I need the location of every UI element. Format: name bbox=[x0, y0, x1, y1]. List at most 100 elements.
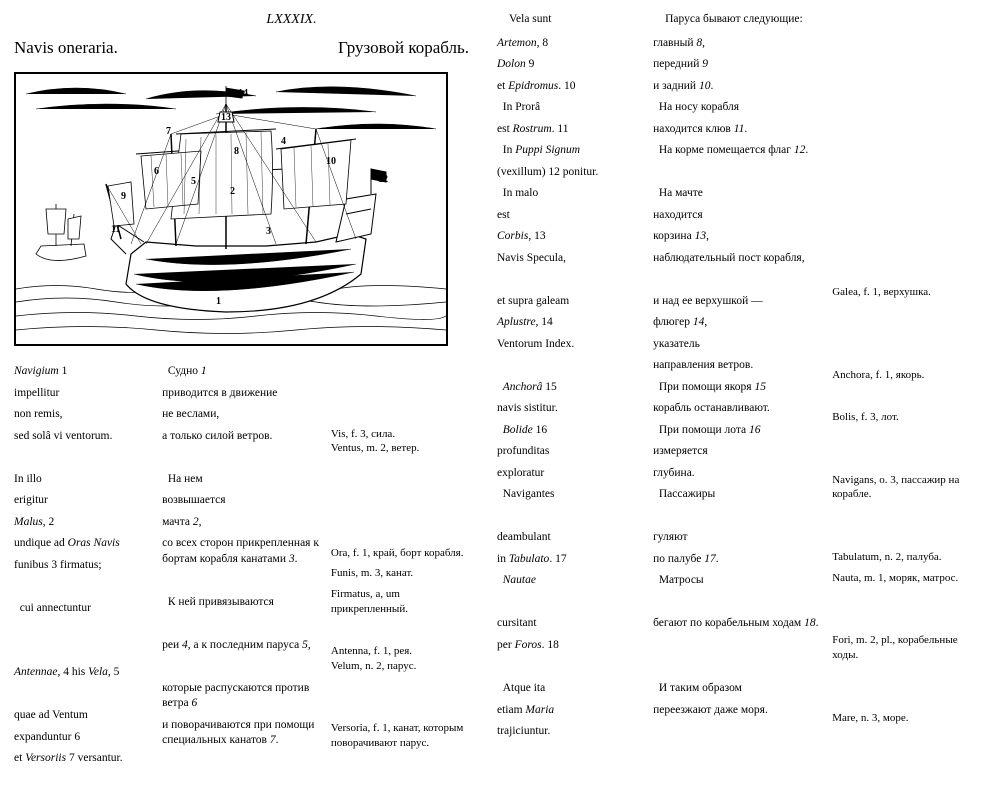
gloss-line: Versoria, f. 1, канат, которым поворачив… bbox=[331, 721, 469, 751]
gloss-line bbox=[832, 160, 986, 175]
latin-line: In malo bbox=[497, 186, 643, 202]
latin-line: expanduntur 6 bbox=[14, 730, 152, 746]
latin-line: Aplustre, 14 bbox=[497, 315, 643, 331]
latin-line: Nautae bbox=[497, 573, 643, 589]
latin-line: Navigantes bbox=[497, 487, 643, 503]
gloss-line: Vis, f. 3, сила.Ventus, m. 2, ветер. bbox=[331, 427, 469, 457]
latin-line: navis sistitur. bbox=[497, 401, 643, 417]
gloss-line: Mare, n. 3, море. bbox=[832, 711, 986, 726]
latin-line: in Tabulato. 17 bbox=[497, 552, 643, 568]
russian-line bbox=[162, 450, 321, 466]
title-latin: Navis oneraria. bbox=[14, 38, 118, 58]
svg-text:10: 10 bbox=[326, 156, 336, 167]
gloss-line: Firmatus, a, um прикрепленный. bbox=[331, 587, 469, 617]
russian-line: К ней привязываются bbox=[162, 595, 321, 611]
gloss-line bbox=[832, 118, 986, 133]
russian-line: гуляют bbox=[653, 530, 822, 546]
russian-line: мачта 2, bbox=[162, 515, 321, 531]
gloss-line: Galea, f. 1, верхушка. bbox=[832, 285, 986, 300]
latin-line: per Foros. 18 bbox=[497, 638, 643, 654]
svg-text:5: 5 bbox=[191, 176, 196, 187]
russian-line: корабль останавливают. bbox=[653, 401, 822, 417]
svg-text:6: 6 bbox=[154, 166, 159, 177]
gloss-line: Tabulatum, n. 2, палуба. bbox=[832, 550, 986, 565]
russian-line: При помощи лота 16 bbox=[653, 423, 822, 439]
russian-line: На носу корабля bbox=[653, 100, 822, 116]
gloss-line: Ora, f. 1, край, борт корабля. bbox=[331, 546, 469, 561]
latin-line: In Prorâ bbox=[497, 100, 643, 116]
latin-line: quae ad Ventum bbox=[14, 708, 152, 724]
gloss-line bbox=[832, 306, 986, 321]
gloss-line bbox=[331, 406, 469, 421]
latin-line: (vexillum) 12 ponitur. bbox=[497, 165, 643, 181]
latin-line bbox=[14, 579, 152, 595]
latin-line: non remis, bbox=[14, 407, 152, 423]
gloss-line bbox=[832, 452, 986, 467]
gloss-line bbox=[331, 680, 469, 695]
russian-line bbox=[162, 573, 321, 589]
russian-line: переезжают даже моря. bbox=[653, 703, 822, 719]
gloss-line bbox=[832, 732, 986, 747]
svg-text:1: 1 bbox=[216, 296, 221, 307]
gloss-line bbox=[331, 623, 469, 638]
russian-line: и поворачиваются при помощи специальных … bbox=[162, 718, 321, 749]
latin-line: trajiciuntur. bbox=[497, 724, 643, 740]
latin-line: Bolide 16 bbox=[497, 423, 643, 439]
gloss-line bbox=[832, 202, 986, 217]
russian-line: наблюдательный пост корабля, bbox=[653, 251, 822, 267]
latin-line bbox=[497, 659, 643, 675]
latin-line: est Rostrum. 11 bbox=[497, 122, 643, 138]
russian-line: На корме помещается флаг 12. bbox=[653, 143, 822, 159]
russian-line: не веслами, bbox=[162, 407, 321, 423]
russian-line: и задний 10. bbox=[653, 79, 822, 95]
titles-row: Navis oneraria. Грузовой корабль. bbox=[14, 38, 469, 58]
russian-line bbox=[162, 659, 321, 675]
gloss-line bbox=[331, 700, 469, 715]
gloss-line bbox=[832, 431, 986, 446]
title-russian: Грузовой корабль. bbox=[338, 38, 469, 58]
russian-line: а только силой ветров. bbox=[162, 429, 321, 445]
latin-line bbox=[497, 358, 643, 374]
russian-line bbox=[653, 724, 822, 740]
svg-text:13: 13 bbox=[221, 112, 231, 123]
latin-line bbox=[14, 644, 152, 660]
russian-line: флюгер 14, bbox=[653, 315, 822, 331]
russian-line: корзина 13, bbox=[653, 229, 822, 245]
right-text-grid: Vela sunt Artemon, 8Dolon 9et Epidromus.… bbox=[497, 12, 986, 752]
russian-line: приводится в движение bbox=[162, 386, 321, 402]
russian-line: находится bbox=[653, 208, 822, 224]
svg-text:7: 7 bbox=[166, 126, 171, 137]
latin-line: cui annectuntur bbox=[14, 601, 152, 617]
svg-text:3: 3 bbox=[266, 226, 271, 237]
svg-text:9: 9 bbox=[121, 191, 126, 202]
latin-line: profunditas bbox=[497, 444, 643, 460]
right-column: Vela sunt Artemon, 8Dolon 9et Epidromus.… bbox=[497, 12, 986, 773]
russian-line: направления ветров. bbox=[653, 358, 822, 374]
latin-line: Ventorum Index. bbox=[497, 337, 643, 353]
svg-text:11: 11 bbox=[111, 224, 120, 235]
gloss-line bbox=[331, 385, 469, 400]
gloss-line bbox=[832, 243, 986, 258]
gloss-line: Fori, m. 2, pl., корабельные ходы. bbox=[832, 633, 986, 663]
latin-line: cursitant bbox=[497, 616, 643, 632]
latin-line: Navis Specula, bbox=[497, 251, 643, 267]
russian-line: главный 8, bbox=[653, 36, 822, 52]
gloss-line: Bolis, f. 3, лот. bbox=[832, 410, 986, 425]
gloss-line bbox=[832, 264, 986, 279]
left-column: LXXXIX. Navis oneraria. Грузовой корабль… bbox=[14, 12, 469, 773]
latin-line: In illo bbox=[14, 472, 152, 488]
russian-line: реи 4, а к последним паруса 5, bbox=[162, 638, 321, 654]
russian-line bbox=[653, 165, 822, 181]
gloss-line bbox=[832, 612, 986, 627]
russian-line: И таким образом bbox=[653, 681, 822, 697]
svg-text:4: 4 bbox=[281, 136, 286, 147]
latin-line: Navigium 1 bbox=[14, 364, 152, 380]
svg-text:2: 2 bbox=[230, 186, 235, 197]
russian-line: При помощи якоря 15 bbox=[653, 380, 822, 396]
latin-line: Malus, 2 bbox=[14, 515, 152, 531]
gloss-line bbox=[832, 690, 986, 705]
latin-line bbox=[14, 622, 152, 638]
russian-line: со всех сторон прикрепленная к бортам ко… bbox=[162, 536, 321, 567]
right-gloss-col: Galea, f. 1, верхушка. Anchora, f. 1, як… bbox=[832, 12, 986, 752]
gloss-line bbox=[832, 139, 986, 154]
